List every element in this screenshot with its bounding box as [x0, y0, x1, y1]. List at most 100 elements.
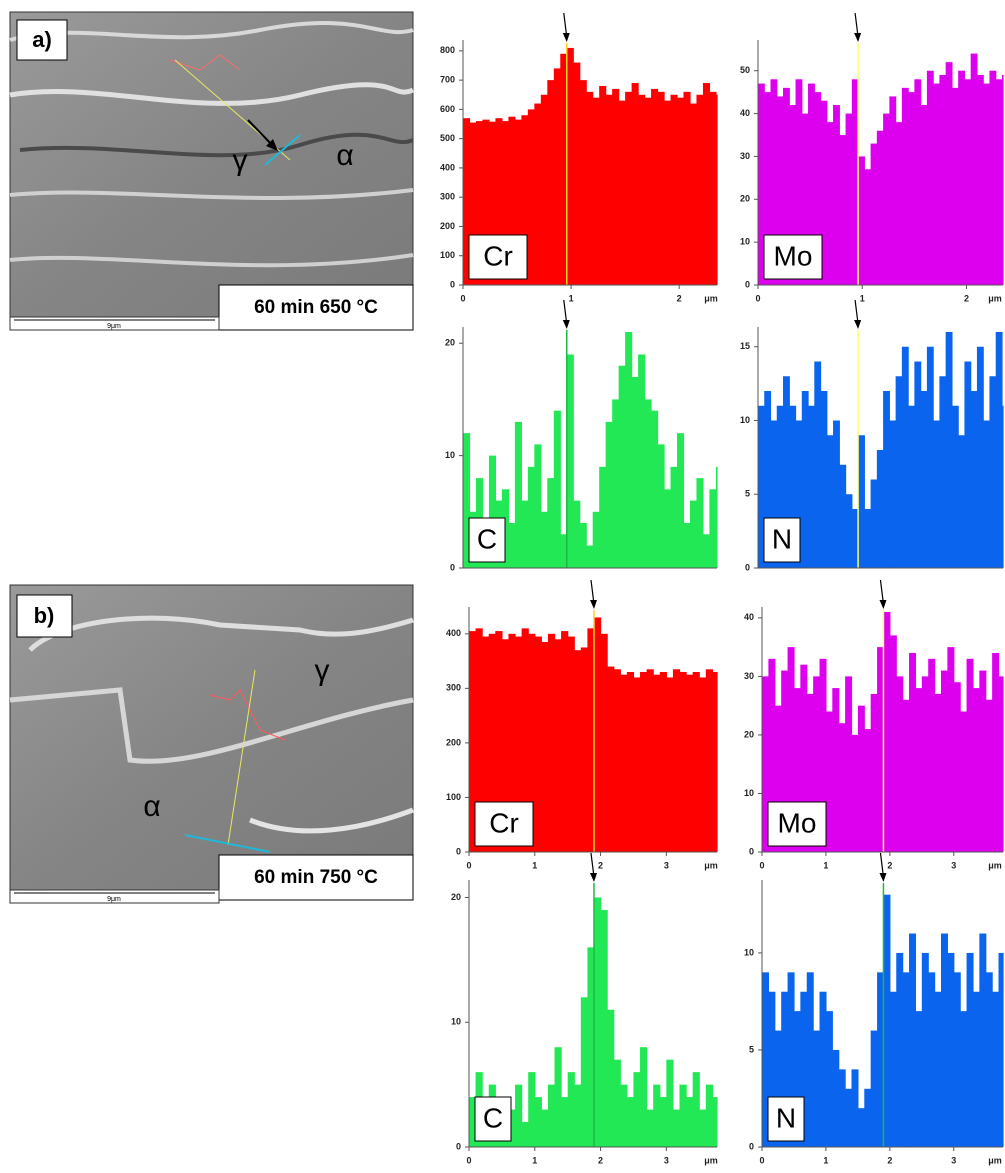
profile-bar — [758, 83, 765, 285]
element-box — [763, 517, 801, 563]
profile-bar — [783, 87, 790, 285]
profile-bar — [832, 1049, 840, 1147]
profile-bar — [820, 391, 828, 568]
marker-arrow-head — [562, 320, 570, 329]
profile-bar — [947, 952, 955, 1147]
profile-bar — [672, 669, 681, 852]
y-tick-label: 0 — [745, 279, 750, 289]
profile-bar — [953, 682, 961, 852]
profile-bar — [774, 1030, 782, 1147]
profile-bar — [857, 1108, 865, 1147]
profile-bar — [889, 96, 897, 285]
profile-chart: 0 10 20 30 40 50 0 1 2 μm Mo — [740, 12, 1004, 303]
profile-bar — [692, 1072, 700, 1147]
profile-bar — [574, 650, 582, 852]
element-label: N — [772, 523, 792, 554]
element-box — [474, 1096, 512, 1142]
y-tick-label: 40 — [744, 612, 754, 622]
profile-bar — [600, 633, 608, 852]
profile-bar — [508, 116, 516, 286]
profile-bar — [540, 511, 548, 568]
x-axis-label: μm — [704, 860, 718, 870]
profile-bar — [613, 1059, 621, 1147]
profile-bar — [764, 92, 772, 286]
profile-bar — [806, 693, 814, 852]
profile-bar — [774, 705, 782, 852]
profile-bar — [901, 87, 909, 285]
profile-bar — [612, 88, 620, 285]
profile-bar — [670, 94, 678, 285]
profile-bar — [640, 672, 648, 852]
x-tick-label: 2 — [887, 860, 892, 870]
profile-bar — [689, 500, 698, 568]
profile-bar — [653, 1084, 661, 1147]
y-tick-label: 15 — [740, 341, 750, 351]
profile-bar — [915, 688, 923, 852]
x-axis-label: μm — [988, 860, 1002, 870]
x-tick-label: 2 — [964, 293, 969, 303]
profile-bar — [631, 376, 639, 568]
profile-bar — [883, 113, 890, 285]
y-tick-label: 30 — [744, 671, 754, 681]
micrograph-b: b) γ α γ 60 min 750 °C 9μm — [9, 584, 414, 904]
profile-bar — [463, 118, 471, 285]
y-tick-label: 800 — [440, 45, 455, 55]
profile-bar — [814, 92, 822, 286]
profile-bar — [547, 633, 556, 852]
phase-label: α — [336, 139, 353, 172]
profile-bar — [514, 421, 522, 568]
profile-bar — [527, 466, 535, 568]
profile-bar — [876, 130, 884, 285]
x-tick-label: 1 — [569, 293, 574, 303]
profile-bar — [587, 947, 595, 1147]
profile-bar — [508, 523, 516, 568]
profile-bar — [587, 628, 595, 852]
profile-bar — [540, 94, 548, 285]
x-axis-label: μm — [988, 293, 1002, 303]
profile-bar — [902, 972, 910, 1147]
profile-bar — [515, 1084, 523, 1147]
profile-bar — [883, 894, 891, 1147]
profile-bar — [612, 399, 620, 568]
profile-bar — [620, 1084, 628, 1147]
profile-bar — [889, 635, 897, 852]
profile-bar — [966, 658, 974, 852]
profile-bar — [672, 1109, 681, 1147]
marker-arrow-head — [854, 33, 862, 42]
y-tick-label: 50 — [740, 65, 750, 75]
profile-bar — [964, 361, 972, 568]
profile-bar — [870, 1030, 878, 1147]
profile-bar — [985, 699, 993, 852]
profile-bar — [541, 1109, 549, 1147]
grain-boundary — [9, 21, 414, 42]
profile-bar — [644, 97, 652, 286]
profile-chart: 0 10 20 C — [445, 299, 718, 572]
profile-bar — [631, 83, 639, 285]
grain-boundary — [9, 687, 414, 764]
profile-bar — [561, 631, 569, 852]
profile-bar — [705, 669, 713, 852]
profile-bar — [677, 97, 685, 286]
profile-bar — [826, 435, 834, 568]
y-tick-label: 10 — [744, 947, 754, 957]
marker-arrow-head — [589, 873, 597, 882]
profile-bar — [683, 523, 691, 568]
profile-bar — [692, 672, 700, 852]
profile-bar — [696, 94, 704, 285]
profile-bar — [659, 672, 667, 852]
profile-bar — [851, 734, 859, 852]
y-tick-label: 20 — [740, 194, 750, 204]
profile-bar — [945, 332, 953, 568]
y-tick-label: 300 — [440, 192, 455, 202]
profile-bar — [826, 122, 834, 286]
profile-bar — [928, 658, 936, 852]
profile-bar — [607, 666, 615, 852]
profile-bar — [683, 91, 691, 285]
profile-bar — [793, 1011, 801, 1147]
profile-bar — [515, 636, 523, 852]
profile-bar — [979, 933, 987, 1147]
profile-bar — [715, 466, 718, 568]
y-tick-label: 600 — [440, 104, 455, 114]
x-tick-label: 2 — [887, 1155, 892, 1165]
profile-bar — [909, 933, 917, 1147]
